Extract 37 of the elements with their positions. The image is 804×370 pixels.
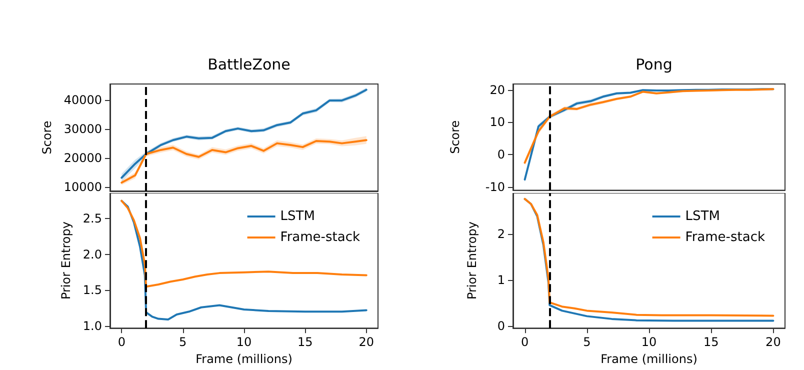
y-tick-label: 0 bbox=[497, 148, 505, 162]
legend-label: LSTM bbox=[685, 209, 720, 224]
x-tick-label: 15 bbox=[703, 335, 719, 350]
x-tick-label: 20 bbox=[358, 335, 374, 350]
y-tick-label: 2.5 bbox=[82, 212, 102, 226]
y-axis-title: Score bbox=[40, 120, 54, 154]
legend-label: Frame-stack bbox=[280, 230, 360, 245]
y-axis-title: Score bbox=[448, 120, 462, 154]
x-axis-title: Frame (millions) bbox=[196, 352, 292, 366]
x-tick-label: 15 bbox=[298, 335, 313, 350]
x-tick-label: 0 bbox=[118, 335, 126, 350]
legend-label: Frame-stack bbox=[685, 230, 766, 245]
x-tick-label: 5 bbox=[583, 335, 591, 350]
y-tick-label: 2.0 bbox=[82, 247, 102, 262]
x-tick-label: 0 bbox=[520, 335, 529, 350]
y-tick-label: 1.5 bbox=[82, 283, 102, 298]
y-tick-label: 1 bbox=[497, 273, 505, 288]
y-tick-label: 20000 bbox=[64, 151, 102, 166]
y-tick-label: 2 bbox=[497, 227, 505, 242]
y-tick-label: 30000 bbox=[64, 122, 102, 136]
x-tick-label: 5 bbox=[178, 335, 187, 350]
y-tick-label: 20 bbox=[490, 82, 505, 97]
legend-label: LSTM bbox=[280, 209, 315, 224]
x-tick-label: 10 bbox=[236, 335, 252, 350]
x-axis-title: Frame (millions) bbox=[600, 352, 698, 366]
y-tick-label: 40000 bbox=[64, 93, 102, 108]
y-axis-title: Prior Entropy bbox=[465, 222, 479, 300]
y-tick-label: 10 bbox=[490, 115, 505, 130]
x-tick-label: 20 bbox=[766, 335, 781, 350]
chart-title: BattleZone bbox=[208, 56, 290, 74]
y-tick-label: 0 bbox=[497, 318, 505, 333]
x-tick-label: 10 bbox=[641, 335, 657, 350]
chart-title: Pong bbox=[636, 56, 672, 74]
y-tick-label: -10 bbox=[485, 180, 505, 194]
y-axis-title: Prior Entropy bbox=[59, 222, 74, 300]
y-tick-label: 1.0 bbox=[82, 318, 102, 333]
y-tick-label: 10000 bbox=[64, 180, 102, 194]
